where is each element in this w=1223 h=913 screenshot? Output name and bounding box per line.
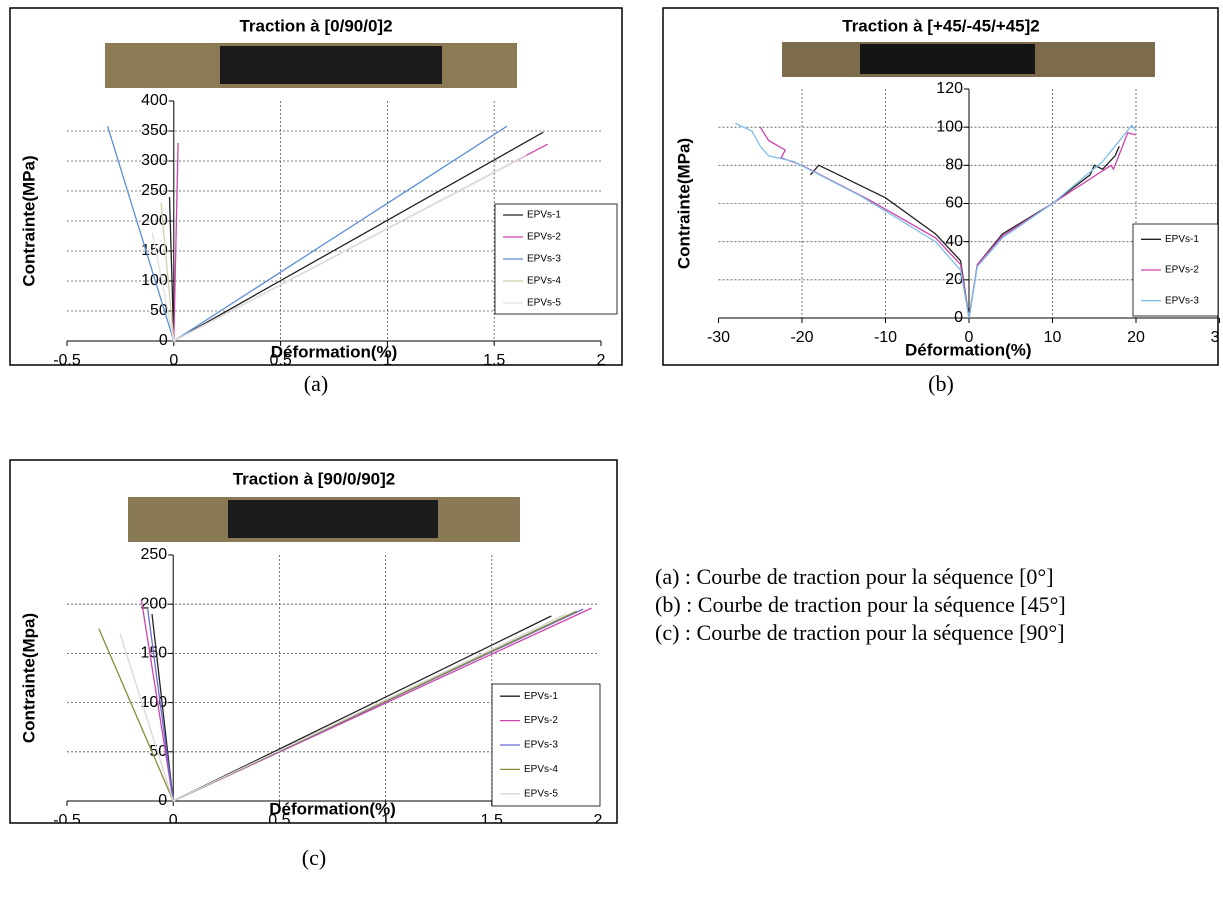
legend-label: EPVs-1 <box>524 691 558 702</box>
chart-title: Traction à [0/90/0]2 <box>239 16 392 35</box>
caption: (b) <box>928 371 954 396</box>
x-tick-label: 2 <box>597 352 606 369</box>
legend-label: EPVs-3 <box>1165 295 1199 306</box>
y-tick-label: 200 <box>140 595 167 612</box>
y-tick-label: 350 <box>141 122 168 139</box>
legend-label: EPVs-2 <box>1165 265 1199 276</box>
x-tick-label: 0 <box>169 352 178 369</box>
caption: (a) <box>304 371 328 396</box>
y-tick-label: 100 <box>936 118 963 135</box>
panel-frame <box>9 7 623 366</box>
note: (b) : Courbe de traction pour la séquenc… <box>655 592 1066 617</box>
x-tick-label: 0 <box>169 812 178 829</box>
chart: Traction à [90/0/90]2 Déformation(%) Contr… <box>19 469 603 829</box>
x-tick-label: -0.5 <box>53 352 81 369</box>
specimen-photo <box>105 42 1155 542</box>
x-tick-label: -20 <box>790 329 813 346</box>
x-tick-label: -0.5 <box>53 812 81 829</box>
series-line <box>151 154 527 342</box>
chart-title: Traction à [90/0/90]2 <box>233 469 396 488</box>
x-axis-label: Déformation(%) <box>269 799 396 818</box>
y-tick-label: 250 <box>141 182 168 199</box>
x-axis-label: Déformation(%) <box>905 340 1032 359</box>
y-tick-label: 20 <box>945 271 963 288</box>
legend-label: EPVs-4 <box>524 764 558 775</box>
x-tick-label: 0 <box>965 329 974 346</box>
series-line <box>168 131 544 343</box>
y-tick-label: 300 <box>141 152 168 169</box>
x-tick-label: 1.5 <box>481 812 503 829</box>
x-tick-label: 1 <box>383 352 392 369</box>
x-axis-label: Déformation(%) <box>271 342 398 361</box>
y-tick-label: 400 <box>141 92 168 109</box>
x-tick-label: 1.5 <box>483 352 505 369</box>
note: (c) : Courbe de traction pour la séquenc… <box>655 620 1065 645</box>
y-tick-label: 50 <box>150 302 168 319</box>
series-line <box>119 613 567 802</box>
x-tick-label: 10 <box>1044 329 1062 346</box>
y-tick-label: 120 <box>936 80 963 97</box>
y-tick-label: 100 <box>141 272 168 289</box>
legend-label: EPVs-2 <box>524 715 558 726</box>
x-tick-label: 1 <box>381 812 390 829</box>
panel-frame <box>662 7 1219 366</box>
legend-label: EPVs-2 <box>527 232 561 243</box>
y-tick-label: 200 <box>141 212 168 229</box>
note: (a) : Courbe de traction pour la séquenc… <box>655 564 1054 589</box>
chart-title: Traction à [+45/-45/+45]2 <box>842 16 1040 35</box>
chart: Traction à [+45/-45/+45]2 Déformation(%) C… <box>674 16 1223 359</box>
x-tick-label: 2 <box>594 812 603 829</box>
y-tick-label: 60 <box>945 195 963 212</box>
legend-label: EPVs-1 <box>1165 234 1199 245</box>
legend-label: EPVs-3 <box>524 740 558 751</box>
x-tick-label: 0.5 <box>268 812 290 829</box>
x-tick-label: 20 <box>1127 329 1145 346</box>
x-tick-label: -30 <box>707 329 730 346</box>
caption: (c) <box>302 845 326 870</box>
legend-label: EPVs-4 <box>527 276 561 287</box>
y-tick-label: 40 <box>945 233 963 250</box>
legend-label: EPVs-5 <box>527 298 561 309</box>
y-tick-label: 80 <box>945 157 963 174</box>
panel-frame <box>9 459 618 824</box>
legend-label: EPVs-3 <box>527 254 561 265</box>
legend-label: EPVs-5 <box>524 788 558 799</box>
legend-label: EPVs-1 <box>527 210 561 221</box>
x-tick-label: -10 <box>874 329 897 346</box>
series-line <box>734 122 1137 319</box>
y-axis-label: Contrainte(Mpa) <box>19 613 38 743</box>
chart: Traction à [0/90/0]2 Déformation(%) Contra… <box>19 16 618 369</box>
y-tick-label: 250 <box>140 546 167 563</box>
y-axis-label: Contrainte(MPa) <box>674 138 693 269</box>
x-tick-label: 0.5 <box>269 352 291 369</box>
x-tick-label: 30 <box>1211 329 1223 346</box>
y-axis-label: Contrainte(MPa) <box>19 155 38 286</box>
